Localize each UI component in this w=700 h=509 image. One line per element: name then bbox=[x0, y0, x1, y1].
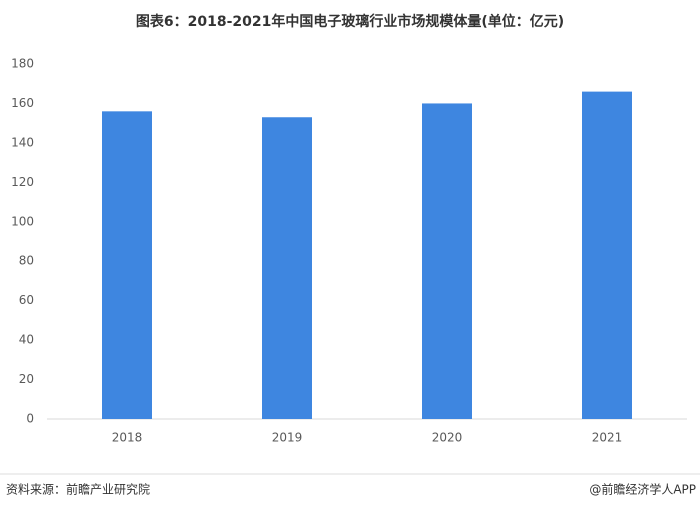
y-tick-label: 20 bbox=[19, 372, 34, 386]
y-tick-label: 100 bbox=[11, 214, 34, 228]
y-tick-label: 180 bbox=[11, 57, 34, 71]
bar bbox=[422, 103, 472, 419]
y-tick-label: 60 bbox=[19, 293, 34, 307]
x-tick-label: 2019 bbox=[272, 431, 303, 445]
chart-title: 图表6：2018-2021年中国电子玻璃行业市场规模体量(单位：亿元) bbox=[136, 13, 564, 30]
y-tick-label: 140 bbox=[11, 135, 34, 149]
x-tick-label: 2021 bbox=[592, 431, 623, 445]
credit: @前瞻经济学人APP bbox=[589, 482, 696, 497]
y-tick-label: 40 bbox=[19, 333, 34, 347]
y-tick-label: 120 bbox=[11, 175, 34, 189]
y-tick-label: 160 bbox=[11, 96, 34, 110]
bar bbox=[582, 91, 632, 419]
y-tick-label: 0 bbox=[26, 412, 34, 426]
source: 资料来源：前瞻产业研究院 bbox=[6, 482, 150, 497]
y-tick-label: 80 bbox=[19, 254, 34, 268]
x-tick-label: 2020 bbox=[432, 431, 463, 445]
x-tick-label: 2018 bbox=[112, 431, 143, 445]
bar bbox=[102, 111, 152, 419]
bar bbox=[262, 117, 312, 419]
